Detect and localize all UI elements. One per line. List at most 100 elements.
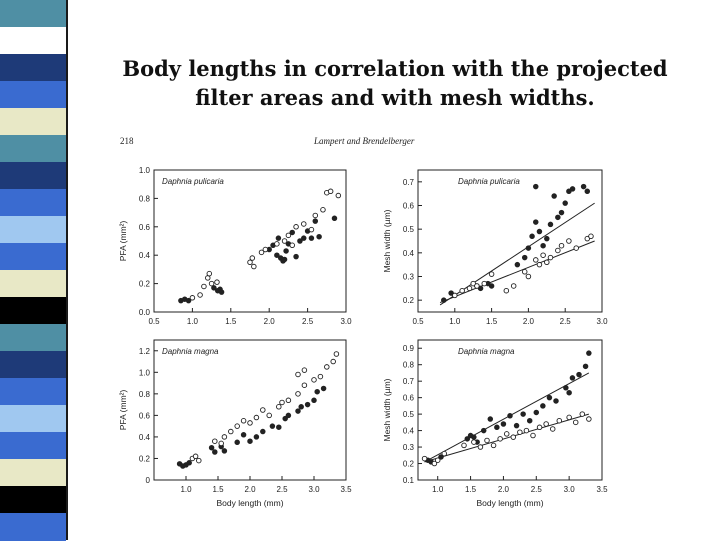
data-point-filled — [464, 436, 471, 442]
data-point-open — [208, 280, 215, 287]
data-point-filled — [185, 297, 192, 304]
y-tick-label: 0.4 — [403, 427, 415, 436]
data-point-filled — [281, 256, 288, 263]
data-point-filled — [308, 235, 315, 241]
data-point-open — [517, 429, 523, 435]
data-point-open — [503, 287, 510, 294]
data-point-filled — [488, 283, 495, 289]
data-point-filled — [221, 448, 228, 454]
x-tick-label: 1.5 — [486, 317, 498, 326]
data-point-filled — [582, 363, 589, 370]
x-axis-label: Body length (mm) — [216, 498, 283, 508]
data-point-open — [471, 439, 477, 445]
x-tick-label: 3.0 — [564, 485, 576, 494]
data-point-filled — [547, 221, 554, 228]
stripe-block — [0, 270, 66, 298]
data-point-open — [540, 252, 546, 258]
x-tick-label: 3.0 — [596, 317, 608, 326]
data-point-open — [212, 438, 218, 444]
panel-label: Daphnia magna — [458, 347, 515, 356]
stripe-block — [0, 432, 66, 460]
data-point-filled — [566, 389, 572, 396]
data-point-filled — [536, 228, 543, 235]
data-point-filled — [526, 417, 533, 424]
data-point-open — [293, 224, 299, 230]
x-tick-label: 1.0 — [432, 485, 444, 494]
y-axis-label: PFA (mm²) — [118, 221, 128, 262]
plot-frame — [417, 169, 603, 313]
data-point-open — [253, 414, 260, 421]
data-point-filled — [311, 397, 317, 404]
data-point-open — [558, 242, 565, 249]
data-point-open — [189, 295, 196, 301]
chart-panel-2: 0.2 0.3 0.4 0.5 0.6 0.7 0.5 1.0 1.5 2.0 2.5 3.0 Mesh… — [382, 169, 608, 326]
stripe-block — [0, 513, 66, 541]
data-point-open — [240, 418, 247, 424]
data-point-filled — [514, 261, 521, 268]
data-point-open — [289, 242, 295, 249]
slide-title-line-2: filter areas and with mesh widths. — [195, 85, 595, 110]
y-tick-label: 0.2 — [403, 460, 415, 469]
data-point-open — [251, 263, 257, 270]
x-tick-label: 3.0 — [308, 485, 320, 494]
y-tick-label: 0.2 — [139, 454, 151, 463]
data-point-open — [484, 437, 490, 444]
y-tick-label: 0.6 — [403, 394, 415, 403]
x-tick-label: 3.0 — [340, 317, 352, 326]
data-point-open — [536, 424, 543, 431]
data-point-open — [555, 247, 561, 254]
data-point-open — [197, 292, 203, 298]
regression-line — [424, 372, 590, 463]
slide-title-line-1: Body lengths in correlation with the pro… — [122, 56, 668, 81]
stripe-block — [0, 135, 66, 163]
data-point-open — [317, 373, 324, 380]
data-point-filled — [507, 413, 513, 419]
data-point-open — [566, 414, 572, 421]
stripe-block — [0, 405, 66, 433]
stripe-edge-line — [66, 0, 68, 540]
data-point-filled — [494, 424, 500, 431]
y-tick-label: 0.6 — [403, 202, 415, 211]
data-point-filled — [480, 427, 487, 434]
x-tick-label: 0.5 — [412, 317, 424, 326]
data-point-open — [544, 259, 550, 266]
data-point-filled — [551, 193, 557, 199]
figure-authors: Lampert and Brendelberger — [314, 136, 415, 146]
data-point-open — [218, 440, 224, 447]
stripe-block — [0, 108, 66, 136]
data-point-open — [497, 436, 503, 442]
data-point-filled — [525, 245, 532, 251]
data-point-open — [421, 455, 428, 462]
data-point-open — [441, 450, 448, 457]
data-point-open — [234, 423, 240, 429]
x-tick-label: 1.5 — [225, 317, 237, 326]
stripe-block — [0, 27, 66, 55]
data-point-filled — [438, 454, 444, 460]
chart-panel-4: 0.1 0.2 0.3 0.4 0.5 0.6 0.7 0.8 0.9 1.0 1.5 2.0 2.5 3… — [382, 339, 608, 508]
data-point-filled — [513, 422, 520, 429]
x-tick-label: 2.0 — [244, 485, 256, 494]
x-tick-label: 2.5 — [302, 317, 314, 326]
data-point-filled — [521, 254, 528, 261]
data-point-open — [490, 442, 497, 449]
data-point-filled — [260, 428, 266, 435]
data-point-open — [510, 434, 517, 440]
data-point-open — [258, 249, 265, 256]
y-tick-label: 0.2 — [403, 296, 415, 305]
y-axis-label: Mesh width (µm) — [382, 378, 392, 441]
x-tick-label: 2.5 — [531, 485, 543, 494]
y-tick-label: 0.5 — [403, 410, 415, 419]
slide-title: Body lengths in correlation with the pro… — [80, 54, 710, 112]
data-point-filled — [520, 411, 526, 417]
data-point-filled — [276, 424, 282, 430]
data-point-filled — [316, 233, 322, 240]
y-tick-label: 0.0 — [139, 308, 151, 317]
data-point-open — [274, 241, 280, 247]
x-axis-label: Body length (mm) — [476, 498, 543, 508]
data-point-open — [247, 420, 253, 426]
data-point-filled — [576, 371, 582, 378]
data-point-filled — [247, 438, 253, 444]
y-tick-label: 0.3 — [403, 273, 415, 282]
data-point-filled — [298, 404, 304, 410]
data-point-filled — [234, 439, 240, 446]
